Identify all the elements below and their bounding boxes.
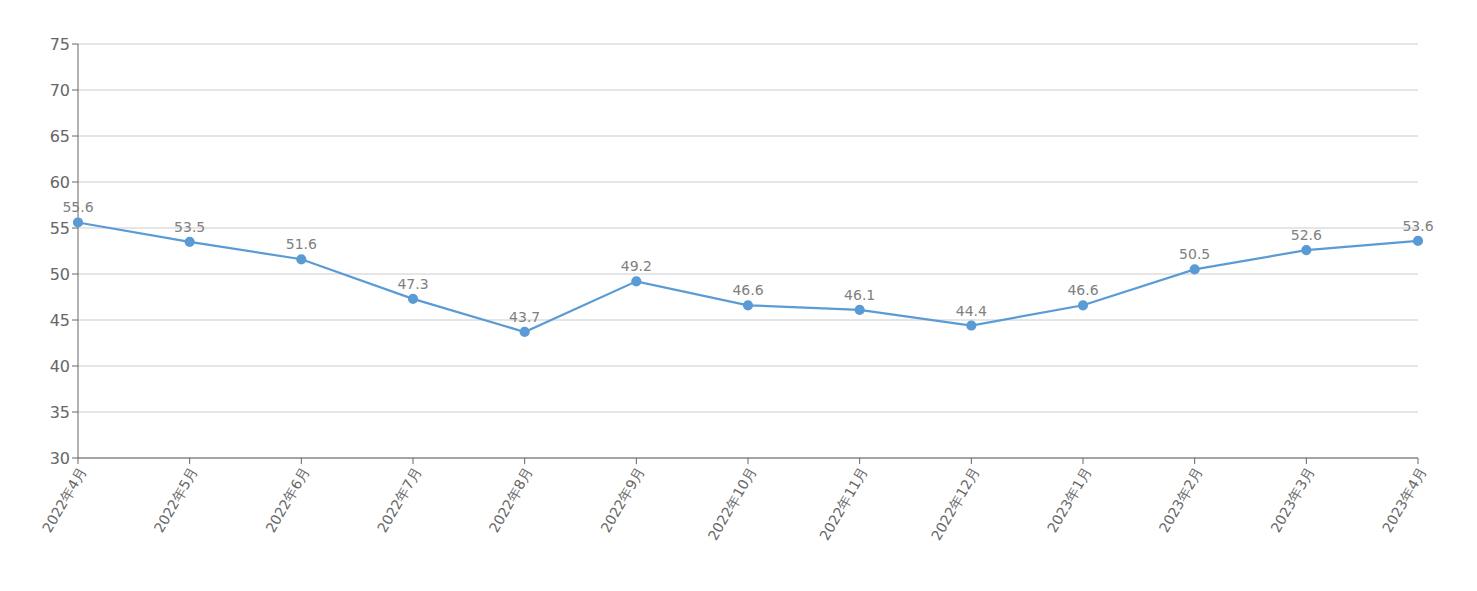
svg-text:2022年4月: 2022年4月	[39, 464, 89, 535]
svg-text:2023年1月: 2023年1月	[1044, 464, 1094, 535]
svg-text:50.5: 50.5	[1179, 246, 1210, 262]
svg-text:2023年3月: 2023年3月	[1267, 464, 1317, 535]
svg-text:2023年2月: 2023年2月	[1156, 464, 1206, 535]
svg-text:51.6: 51.6	[286, 236, 317, 252]
svg-text:55.6: 55.6	[62, 199, 93, 215]
svg-text:35: 35	[50, 403, 70, 422]
svg-text:30: 30	[50, 449, 70, 468]
svg-text:75: 75	[50, 35, 70, 54]
svg-text:46.6: 46.6	[732, 282, 763, 298]
svg-text:47.3: 47.3	[397, 276, 428, 292]
svg-text:46.6: 46.6	[1067, 282, 1098, 298]
svg-text:2023年4月: 2023年4月	[1379, 464, 1429, 535]
svg-text:70: 70	[50, 81, 70, 100]
svg-text:46.1: 46.1	[844, 287, 875, 303]
svg-text:2022年12月: 2022年12月	[928, 464, 983, 543]
svg-text:2022年7月: 2022年7月	[374, 464, 424, 535]
svg-text:45: 45	[50, 311, 70, 330]
svg-text:2022年10月: 2022年10月	[705, 464, 760, 543]
svg-text:50: 50	[50, 265, 70, 284]
svg-text:2022年5月: 2022年5月	[151, 464, 201, 535]
svg-text:40: 40	[50, 357, 70, 376]
svg-text:2022年6月: 2022年6月	[262, 464, 312, 535]
svg-text:2022年8月: 2022年8月	[486, 464, 536, 535]
svg-text:49.2: 49.2	[621, 258, 652, 274]
svg-text:53.6: 53.6	[1402, 218, 1433, 234]
svg-text:60: 60	[50, 173, 70, 192]
svg-text:55: 55	[50, 219, 70, 238]
svg-text:52.6: 52.6	[1291, 227, 1322, 243]
svg-text:44.4: 44.4	[956, 303, 987, 319]
svg-text:53.5: 53.5	[174, 219, 205, 235]
svg-text:2022年9月: 2022年9月	[597, 464, 647, 535]
svg-text:43.7: 43.7	[509, 309, 540, 325]
svg-text:65: 65	[50, 127, 70, 146]
svg-text:2022年11月: 2022年11月	[816, 464, 871, 543]
